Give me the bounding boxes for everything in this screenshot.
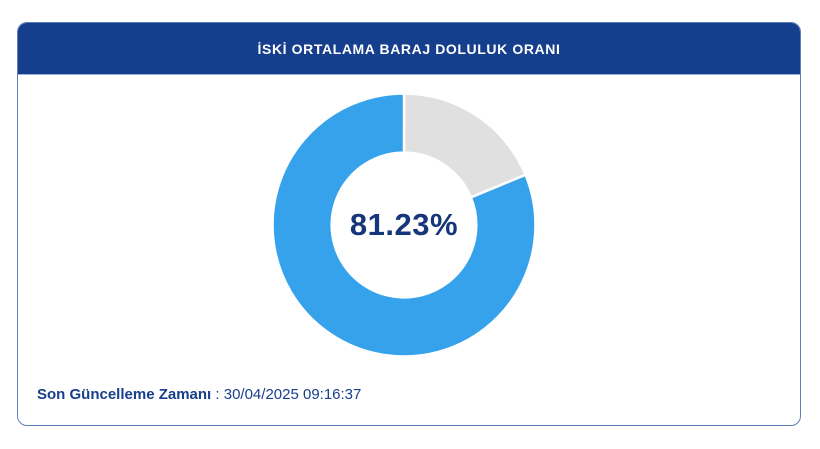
donut-segment-filled: [271, 92, 537, 358]
card-header: İSKİ ORTALAMA BARAJ DOLULUK ORANI: [18, 23, 800, 75]
last-update-line: Son Güncelleme Zamanı : 30/04/2025 09:16…: [37, 386, 361, 403]
last-update-separator: :: [211, 386, 224, 403]
last-update-label: Son Güncelleme Zamanı: [37, 386, 212, 403]
donut-svg: [271, 92, 537, 358]
last-update-timestamp: 30/04/2025 09:16:37: [223, 386, 362, 403]
donut-chart: 81.23%: [271, 92, 537, 358]
card-title: İSKİ ORTALAMA BARAJ DOLULUK ORANI: [257, 40, 561, 57]
dam-occupancy-card: İSKİ ORTALAMA BARAJ DOLULUK ORANI 81.23%…: [17, 22, 801, 426]
